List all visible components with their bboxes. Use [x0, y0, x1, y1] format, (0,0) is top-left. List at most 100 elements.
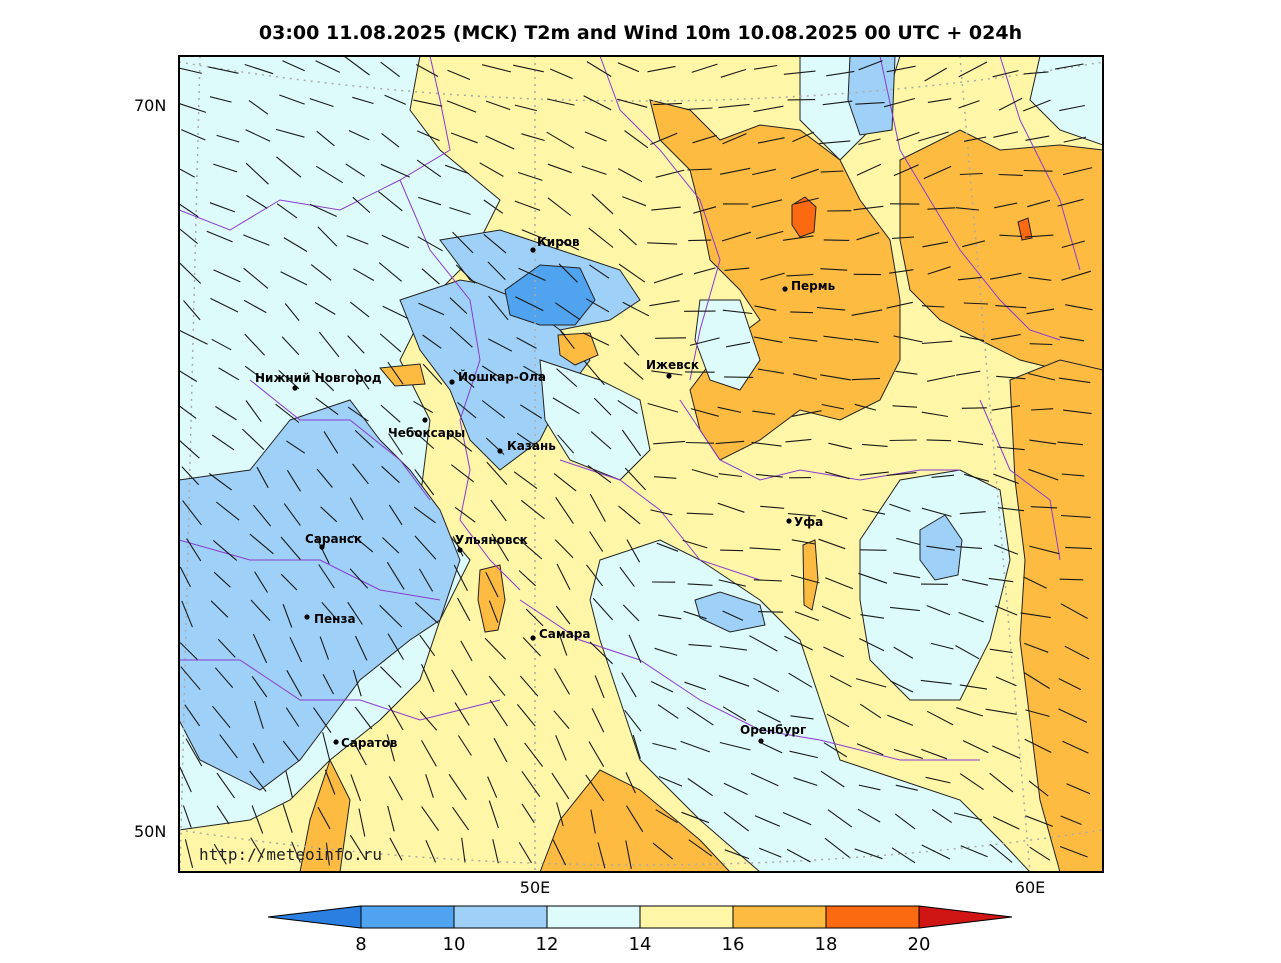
wind-barb — [1028, 276, 1052, 281]
wind-barb — [754, 64, 778, 70]
wind-barb — [618, 505, 641, 525]
wind-barb — [492, 839, 499, 864]
wind-barb — [590, 809, 596, 834]
wind-barb — [889, 439, 917, 442]
map-title: 03:00 11.08.2025 (MCK) T2m and Wind 10m … — [258, 22, 1023, 44]
wind-barb — [989, 772, 1014, 793]
wind-barb — [755, 473, 783, 478]
lat-label-50n: 50N — [134, 822, 167, 841]
wind-barb — [358, 808, 366, 837]
wind-barb — [421, 740, 437, 767]
wind-barb — [280, 271, 308, 286]
wind-barb — [1060, 603, 1088, 619]
wind-barb — [378, 191, 403, 212]
wind-barb — [755, 230, 784, 240]
wind-barb — [324, 769, 336, 795]
wind-barb — [719, 645, 747, 651]
wind-barb — [179, 404, 197, 419]
wind-barb — [547, 197, 572, 216]
wind-barb — [1057, 441, 1083, 446]
wind-barb — [349, 497, 364, 521]
wind-barb — [724, 376, 754, 378]
wind-barb — [283, 503, 301, 526]
wind-barb — [751, 441, 782, 447]
wind-barb — [253, 504, 272, 527]
wind-barb — [921, 844, 951, 860]
wind-barb — [282, 740, 300, 762]
wind-barb — [994, 605, 1018, 616]
wind-barb — [724, 849, 750, 860]
wind-barb — [210, 297, 239, 313]
wind-barb — [896, 131, 920, 142]
wind-barb — [381, 132, 400, 148]
wind-barb — [322, 673, 334, 695]
wind-barb — [250, 837, 264, 858]
wind-barb — [218, 367, 240, 381]
wind-barb — [926, 439, 952, 442]
wind-barb — [592, 597, 614, 621]
wind-barb — [687, 168, 712, 171]
wind-barb — [179, 642, 198, 660]
temp-band-12-14-kazan — [539, 359, 651, 481]
wind-barb — [414, 469, 435, 496]
wind-barb — [828, 442, 852, 450]
wind-barb — [653, 102, 683, 106]
wind-barb — [921, 748, 948, 760]
wind-barb — [244, 333, 266, 356]
wind-barb — [891, 847, 916, 864]
wind-barb — [210, 600, 229, 618]
wind-barb — [617, 98, 648, 108]
wind-barb — [1024, 234, 1054, 238]
wind-barb — [883, 97, 916, 108]
wind-barb — [282, 60, 305, 72]
svg-text:Самара: Самара — [539, 627, 591, 641]
wind-barb — [208, 66, 239, 74]
wind-barb — [455, 264, 476, 284]
wind-barb — [718, 579, 746, 587]
wind-barb — [555, 302, 581, 321]
wind-barb — [286, 470, 301, 492]
wind-barb — [454, 506, 476, 523]
wind-barb — [347, 601, 363, 625]
wind-barb — [183, 300, 201, 321]
wind-barb — [421, 268, 440, 285]
city-izhevsk: Ижевск — [646, 358, 699, 379]
wind-barb — [179, 67, 202, 74]
wind-barb — [784, 635, 813, 651]
map-frame — [178, 55, 1104, 873]
wind-barb — [556, 563, 571, 591]
wind-barb — [652, 842, 674, 860]
graticule — [179, 56, 1103, 872]
wind-barb — [893, 748, 923, 760]
wind-barb — [854, 403, 877, 411]
wind-barb — [826, 70, 855, 77]
city-kazan: Казань — [497, 439, 556, 454]
wind-barb — [523, 365, 545, 379]
wind-barb — [862, 508, 886, 515]
wind-barb — [246, 194, 268, 209]
wind-barb — [516, 432, 540, 449]
wind-barb — [890, 680, 914, 693]
wind-barb — [619, 566, 635, 587]
wind-barb — [208, 473, 233, 491]
wind-barb — [280, 573, 298, 591]
wind-barb — [556, 368, 578, 388]
wind-barb — [892, 405, 918, 408]
wind-barb — [551, 772, 570, 800]
wind-barb — [760, 505, 785, 509]
wind-barb — [825, 577, 854, 590]
wind-barb — [757, 137, 785, 144]
wind-barb — [858, 784, 881, 791]
wind-barb — [552, 397, 580, 415]
wind-barb — [282, 803, 293, 833]
wind-barb — [652, 742, 677, 750]
wind-barb — [858, 572, 888, 584]
wind-barb — [821, 510, 848, 520]
wind-barb — [355, 635, 368, 661]
svg-text:Пермь: Пермь — [791, 279, 836, 293]
wind-barb — [345, 163, 366, 177]
wind-barb — [995, 305, 1027, 309]
wind-barb — [1023, 71, 1049, 75]
wind-barb — [285, 771, 294, 799]
wind-barb — [958, 61, 988, 78]
